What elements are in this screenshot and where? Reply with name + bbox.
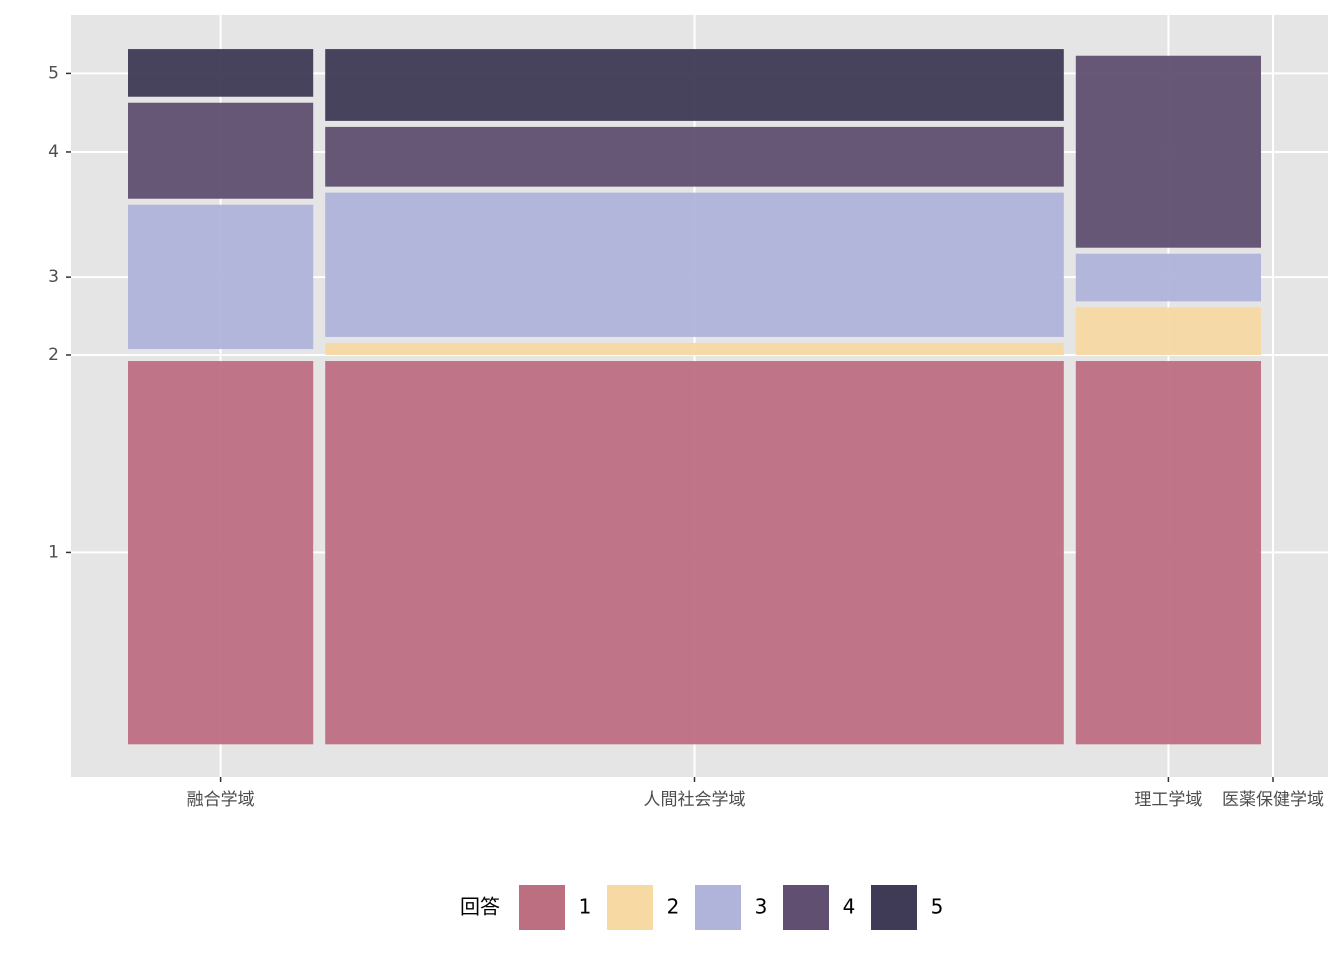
legend-swatch bbox=[607, 885, 653, 930]
legend-label: 5 bbox=[931, 895, 944, 919]
y-tick-label: 4 bbox=[48, 142, 59, 162]
y-tick-label: 2 bbox=[48, 345, 59, 365]
legend-label: 3 bbox=[755, 895, 768, 919]
legend-swatch bbox=[783, 885, 829, 930]
y-tick-label: 3 bbox=[48, 267, 59, 287]
legend-label: 2 bbox=[667, 895, 680, 919]
mosaic-tile bbox=[325, 49, 1064, 121]
mosaic-tile bbox=[325, 126, 1064, 187]
mosaic-tile bbox=[325, 342, 1064, 356]
x-tick-label: 医薬保健学域 bbox=[1222, 790, 1324, 810]
mosaic-tile bbox=[1075, 361, 1261, 745]
x-tick-label: 人間社会学域 bbox=[644, 790, 746, 810]
x-tick-label: 理工学域 bbox=[1134, 790, 1202, 810]
x-tick-label: 融合学域 bbox=[187, 790, 255, 810]
mosaic-tile bbox=[128, 361, 314, 745]
mosaic-tile bbox=[1075, 55, 1261, 248]
mosaic-tile bbox=[1075, 253, 1261, 302]
mosaic-tile bbox=[128, 204, 314, 350]
legend-label: 4 bbox=[843, 895, 856, 919]
y-tick-label: 1 bbox=[48, 542, 59, 562]
mosaic-tile bbox=[325, 192, 1064, 337]
y-tick-label: 5 bbox=[48, 63, 59, 83]
mosaic-tile bbox=[128, 102, 314, 199]
mosaic-tile bbox=[1075, 307, 1261, 356]
legend-swatch bbox=[695, 885, 741, 930]
legend-title: 回答 bbox=[460, 895, 500, 919]
legend-swatch bbox=[871, 885, 917, 930]
legend-swatch bbox=[519, 885, 565, 930]
mosaic-tile bbox=[128, 49, 314, 97]
legend-label: 1 bbox=[579, 895, 592, 919]
mosaic-tile bbox=[325, 361, 1064, 745]
